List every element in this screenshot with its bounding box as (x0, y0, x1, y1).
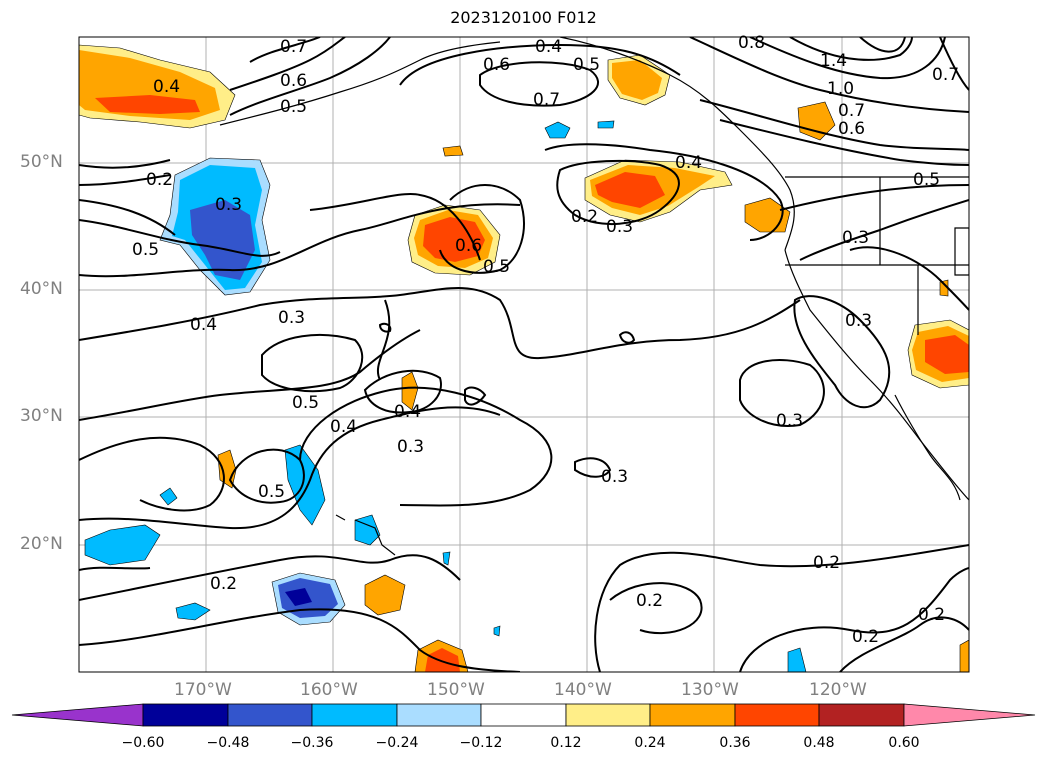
colorbar-swatch (649, 703, 736, 727)
contour-label: 0.7 (838, 101, 865, 121)
lon-label: 170°W (174, 680, 232, 700)
colorbar-tick-label: 0.12 (550, 735, 582, 751)
lat-label: 40°N (20, 279, 63, 299)
colorbar-swatch (311, 703, 398, 727)
colorbar-tick-label: 0.24 (634, 735, 666, 751)
contour-label: 0.7 (932, 65, 959, 85)
contour-label: 0.6 (455, 236, 482, 256)
contour-label: 0.5 (258, 482, 285, 502)
contour-label: 0.3 (215, 195, 242, 215)
lat-label: 50°N (20, 152, 63, 172)
contour-lines (79, 37, 969, 672)
lon-label: 160°W (300, 680, 358, 700)
colorbar-tick-label: −0.60 (121, 735, 165, 751)
coastlines (219, 37, 969, 556)
colorbar-swatch (734, 703, 820, 727)
lon-label: 150°W (427, 680, 485, 700)
graticule (79, 37, 969, 672)
colorbar-swatch (818, 703, 905, 727)
contour-label: 0.6 (483, 55, 510, 75)
colorbar-tick-label: −0.36 (290, 735, 334, 751)
contour-label: 0.5 (483, 257, 510, 277)
anomaly-fills (79, 44, 969, 672)
contour-label: 0.8 (738, 33, 765, 53)
lon-label: 130°W (681, 680, 739, 700)
contour-label: 0.4 (153, 77, 180, 97)
map-frame (78, 36, 970, 673)
contour-label: 0.2 (210, 574, 237, 594)
colorbar-tick-label: 0.60 (888, 735, 920, 751)
contour-label: 0.3 (842, 228, 869, 248)
contour-label: 0.3 (845, 311, 872, 331)
contour-label: 0.4 (394, 402, 421, 422)
contour-label: 0.2 (146, 170, 173, 190)
colorbar-swatch (480, 703, 567, 727)
colorbar-extend-min (11, 703, 144, 727)
colorbar-tick-label: −0.12 (459, 735, 503, 751)
colorbar-tick-label: 0.48 (803, 735, 835, 751)
contour-label: 1.0 (827, 79, 854, 99)
contour-label: 0.3 (606, 217, 633, 237)
colorbar-tick-label: −0.24 (375, 735, 419, 751)
lon-label: 120°W (809, 680, 867, 700)
contour-label: 1.4 (820, 51, 847, 71)
colorbar-tick-label: −0.48 (206, 735, 250, 751)
colorbar-swatch (565, 703, 651, 727)
lat-label: 30°N (20, 406, 63, 426)
contour-label: 0.2 (571, 207, 598, 227)
contour-label: 0.2 (636, 591, 663, 611)
lon-label: 140°W (554, 680, 612, 700)
colorbar-extend-max (903, 703, 1036, 727)
contour-label: 0.4 (330, 417, 357, 437)
lat-label: 20°N (20, 534, 63, 554)
map-title: 2023120100 F012 (450, 8, 597, 27)
contour-label: 0.5 (132, 240, 159, 260)
colorbar-tick-label: 0.36 (719, 735, 751, 751)
contour-label: 0.7 (533, 90, 560, 110)
contour-label: 0.2 (852, 627, 879, 647)
contour-label-group: 0.7 0.4 0.6 0.5 0.6 0.5 0.7 0.8 1.4 1.0 … (132, 33, 959, 647)
contour-label: 0.5 (573, 55, 600, 75)
contour-label: 0.3 (397, 437, 424, 457)
contour-label: 0.3 (601, 467, 628, 487)
contour-label: 0.4 (675, 153, 702, 173)
contour-label: 0.7 (280, 37, 307, 57)
contour-label: 0.3 (776, 411, 803, 431)
colorbar (11, 703, 1036, 727)
contour-label: 0.4 (190, 315, 217, 335)
contour-label: 0.5 (913, 170, 940, 190)
contour-label: 0.3 (278, 308, 305, 328)
contour-label: 0.5 (292, 393, 319, 413)
colorbar-swatch (142, 703, 229, 727)
contour-label: 0.2 (918, 605, 945, 625)
colorbar-swatch (227, 703, 313, 727)
contour-label: 0.4 (535, 37, 562, 57)
contour-label: 0.2 (813, 553, 840, 573)
contour-label: 0.5 (280, 97, 307, 117)
contour-label: 0.6 (280, 71, 307, 91)
colorbar-swatch (396, 703, 482, 727)
contour-label: 0.6 (838, 119, 865, 139)
